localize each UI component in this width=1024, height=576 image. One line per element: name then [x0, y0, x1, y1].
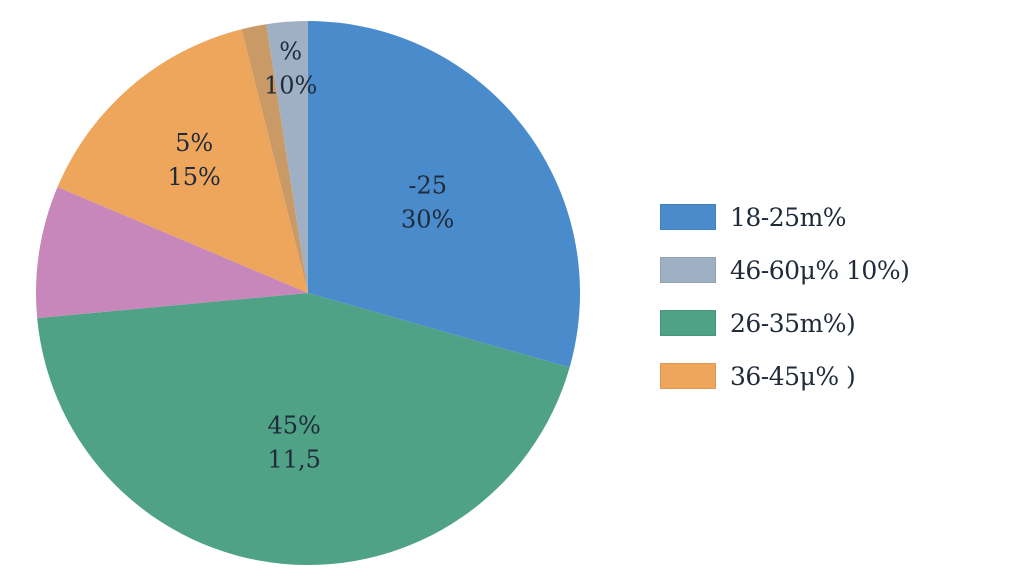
pie-chart: -25 30% 45% 11,5 5% 15%% 10% [36, 21, 580, 566]
legend-item: 46-60μ% 10%) [660, 251, 910, 289]
legend-label: 18-25m% [730, 202, 847, 232]
slice-label: % [279, 38, 302, 66]
legend-swatch [660, 204, 716, 230]
slice-label: 10% [264, 72, 317, 100]
pie-slice-26-35 [37, 293, 570, 566]
slice-label: -25 [408, 172, 447, 200]
legend-label: 36-45μ% ) [730, 361, 856, 391]
legend-label: 46-60μ% 10%) [730, 255, 910, 285]
pie-slice [36, 186, 308, 319]
slice-label: 15% [167, 163, 220, 191]
slice-label: 11,5 [267, 445, 320, 473]
legend-item: 18-25m% [660, 198, 909, 236]
legend: 18-25m% 46-60μ% 10%) 26-35m%) 36-45μ% ) [660, 198, 910, 395]
legend-item: 26-35m%) [660, 304, 909, 342]
pie-slice-36-45 [57, 29, 308, 293]
slice-label: 30% [401, 206, 454, 234]
pie-slices [36, 21, 580, 566]
pie-labels: -25 30% 45% 11,5 5% 15%% 10% [167, 38, 454, 474]
pie-slice-18-25 [308, 21, 580, 368]
slice-label: 5% [175, 129, 213, 157]
legend-label: 26-35m%) [730, 308, 856, 338]
legend-swatch [660, 257, 716, 283]
slice-label: 45% [267, 411, 320, 439]
legend-item: 36-45μ% ) [660, 357, 909, 395]
legend-swatch [660, 363, 716, 389]
legend-swatch [660, 310, 716, 336]
pie-slice-46-60 [266, 21, 308, 293]
pie-slice [241, 24, 308, 293]
